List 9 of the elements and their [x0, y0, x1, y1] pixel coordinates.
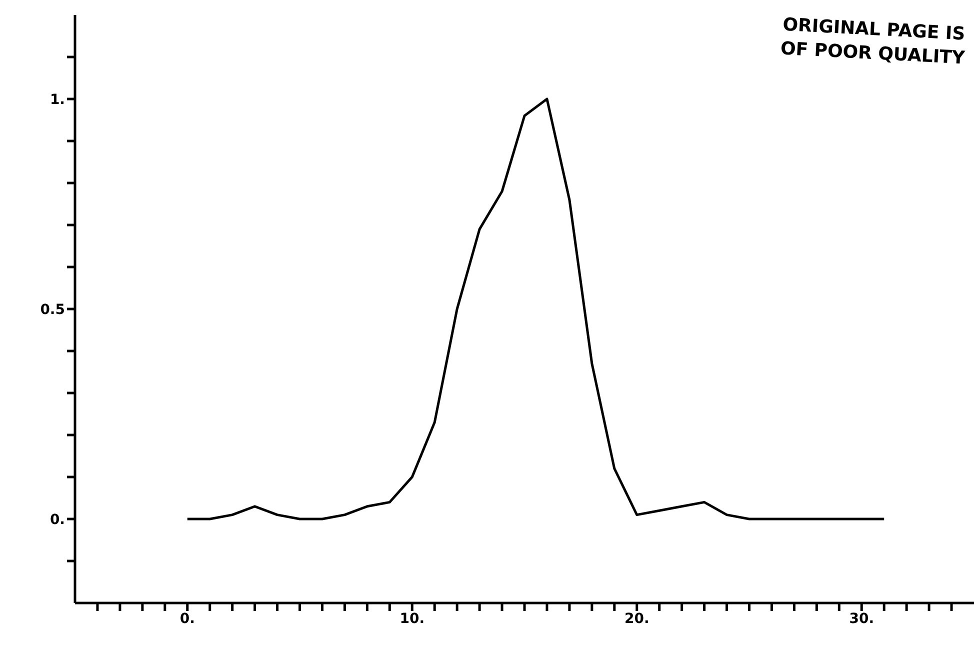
x-tick-label: 10.	[400, 610, 425, 627]
annotation: ORIGINAL PAGE IS OF POOR QUALITY	[780, 13, 968, 71]
y-tick-label: 0.5	[40, 302, 65, 318]
line-series	[186, 98, 886, 520]
y-tick-label: 1.	[50, 92, 65, 108]
x-tick-label: 20.	[624, 610, 650, 627]
y-tick-label: 0.	[50, 512, 65, 528]
x-tick-label: 0.	[180, 610, 195, 627]
x-tick-label: 30.	[849, 610, 874, 627]
